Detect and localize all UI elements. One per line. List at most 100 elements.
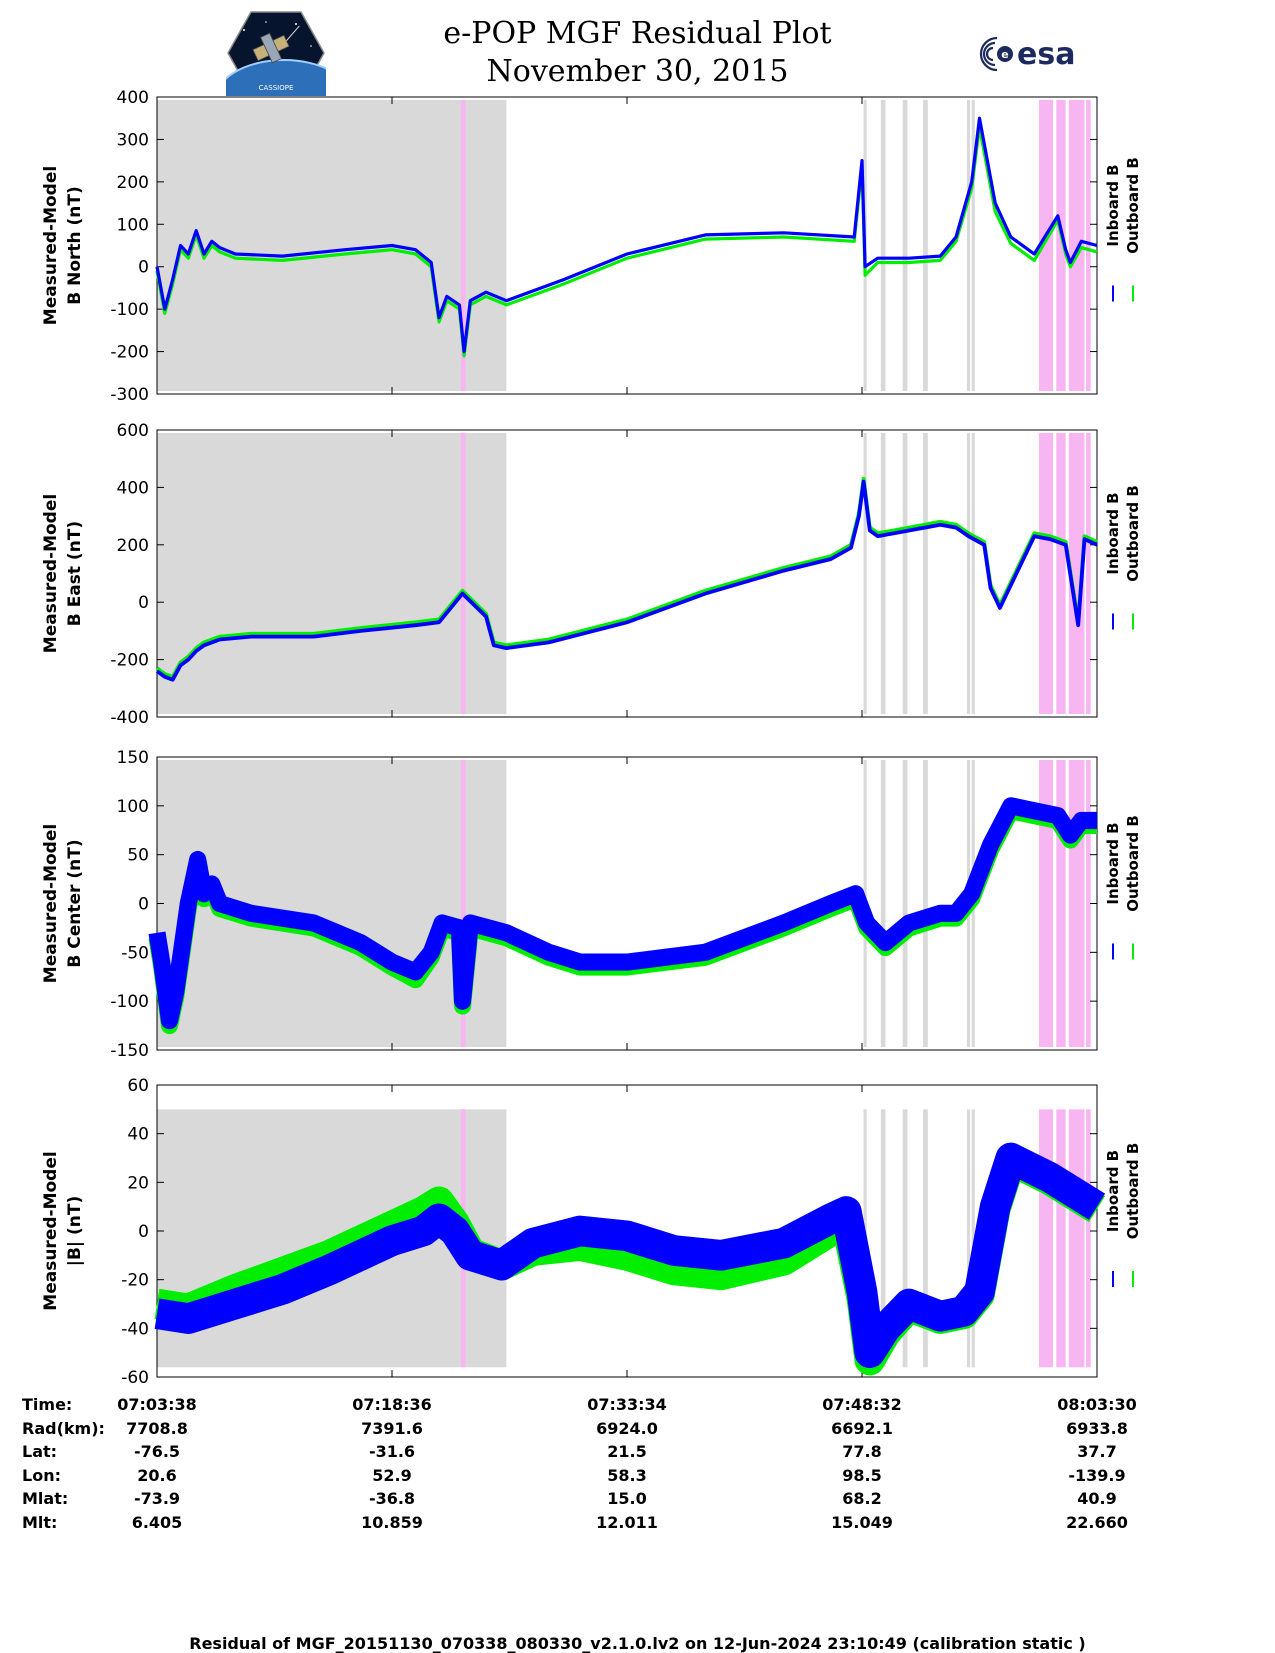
pink-shade-region: [1068, 1109, 1085, 1368]
pink-shade-region: [1086, 1109, 1091, 1368]
pink-shade-region: [1086, 100, 1091, 391]
y-tick-label: 0: [138, 895, 149, 915]
info-cell: -31.6: [369, 1442, 415, 1461]
y-axis-label: Measured-Model: [41, 166, 61, 325]
gray-shade-region: [923, 760, 928, 1047]
gray-shade-region: [902, 1109, 908, 1368]
info-cell: 77.8: [842, 1442, 881, 1461]
inboard-series-line: [148, 797, 1097, 1030]
info-cell: -73.9: [134, 1489, 180, 1508]
y-tick-label: 400: [117, 88, 149, 108]
gray-shade-region: [157, 433, 507, 714]
info-cell: 15.049: [831, 1513, 893, 1532]
y-tick-label: 200: [117, 536, 149, 556]
pink-shade-region: [1056, 100, 1066, 391]
info-cell: 52.9: [372, 1466, 411, 1485]
y-axis-label: B Center (nT): [65, 839, 85, 967]
info-cell: 58.3: [607, 1466, 646, 1485]
pink-shade-region: [460, 433, 466, 714]
y-tick-label: 200: [117, 173, 149, 193]
gray-shade-region: [880, 1109, 886, 1368]
y-tick-label: 40: [127, 1125, 149, 1145]
y-tick-label: -200: [110, 651, 149, 671]
gray-shade-region: [923, 433, 928, 714]
info-cell: 68.2: [842, 1489, 881, 1508]
pink-shade-region: [460, 760, 466, 1047]
gray-shade-region: [971, 100, 975, 391]
info-cell: -36.8: [369, 1489, 415, 1508]
info-cell: -139.9: [1068, 1466, 1125, 1485]
info-row-label: Mlt:: [22, 1513, 57, 1532]
y-tick-label: -50: [121, 943, 149, 963]
info-cell: 22.660: [1066, 1513, 1128, 1532]
pink-shade-region: [1068, 760, 1085, 1047]
legend-inboard-label: Inboard B: [1104, 492, 1122, 574]
y-tick-label: 300: [117, 130, 149, 150]
info-cell: 37.7: [1077, 1442, 1116, 1461]
info-cell: -76.5: [134, 1442, 180, 1461]
y-tick-label: -100: [110, 300, 149, 320]
y-axis-label: Measured-Model: [41, 824, 61, 983]
gray-shade-region: [880, 100, 886, 391]
chart-panel-1: 400 300 200 100 0 -100 -200 -300 Measured-Model B…: [41, 88, 1142, 405]
info-cell: 20.6: [137, 1466, 176, 1485]
info-cell: 6.405: [132, 1513, 183, 1532]
inboard-series-line: [155, 116, 1098, 354]
info-cell: 07:33:34: [587, 1395, 667, 1414]
gray-shade-region: [971, 1109, 975, 1368]
gray-shade-region: [966, 433, 971, 714]
info-row-label: Mlat:: [22, 1489, 68, 1508]
chart-panel-4: 60 40 20 0 -20 -40 -60 Measured-Model |B| (nT) In…: [41, 1076, 1142, 1388]
info-cell: 07:48:32: [822, 1395, 902, 1414]
outboard-series-line: [155, 125, 1098, 358]
footer-caption: Residual of MGF_20151130_070338_080330_v…: [189, 1634, 1086, 1653]
y-tick-label: 0: [138, 593, 149, 613]
pink-shade-region: [1039, 100, 1054, 391]
page-title: e-POP MGF Residual Plot: [443, 16, 832, 51]
y-tick-label: -400: [110, 708, 149, 728]
info-cell: 07:18:36: [352, 1395, 432, 1414]
legend-inboard-label: Inboard B: [1104, 1150, 1122, 1232]
y-tick-label: 0: [138, 1222, 149, 1242]
chart-panel-3: 150 100 50 0 -50 -100 -150 Measured-Model B Cent…: [41, 748, 1142, 1061]
y-tick-label: -100: [110, 992, 149, 1012]
info-cell: 6933.8: [1066, 1419, 1128, 1438]
gray-shade-region: [923, 100, 928, 391]
info-cell: 98.5: [842, 1466, 881, 1485]
legend-outboard-label: Outboard B: [1124, 1143, 1142, 1240]
info-cell: 21.5: [607, 1442, 646, 1461]
gray-shade-region: [902, 760, 908, 1047]
cassiope-logo-text: CASSIOPE: [259, 84, 294, 92]
info-cell: 07:03:38: [117, 1395, 197, 1414]
y-axis-label: B North (nT): [65, 186, 85, 305]
info-cell: 7391.6: [361, 1419, 423, 1438]
pink-shade-region: [1039, 1109, 1054, 1368]
info-cell: 6692.1: [831, 1419, 893, 1438]
pink-shade-region: [1068, 433, 1085, 714]
y-tick-label: -200: [110, 343, 149, 363]
info-cell: 12.011: [596, 1513, 658, 1532]
gray-shade-region: [863, 433, 867, 714]
y-tick-label: 20: [127, 1173, 149, 1193]
info-cell: 7708.8: [126, 1419, 188, 1438]
gray-shade-region: [902, 100, 908, 391]
pink-shade-region: [1056, 433, 1066, 714]
pink-shade-region: [1086, 433, 1091, 714]
legend-inboard-label: Inboard B: [1104, 822, 1122, 904]
info-cell: 08:03:30: [1057, 1395, 1137, 1414]
pink-shade-region: [1068, 100, 1085, 391]
y-tick-label: 60: [127, 1076, 149, 1096]
info-row-label: Time:: [22, 1395, 72, 1414]
pink-shade-region: [460, 100, 466, 391]
gray-shade-region: [966, 100, 971, 391]
gray-shade-region: [902, 433, 908, 714]
svg-text:e: e: [1001, 48, 1008, 61]
gray-shade-region: [923, 1109, 928, 1368]
pink-shade-region: [1039, 433, 1054, 714]
y-tick-label: 50: [127, 846, 149, 866]
info-cell: 40.9: [1077, 1489, 1116, 1508]
y-tick-label: -40: [121, 1319, 149, 1339]
y-tick-label: -20: [121, 1271, 149, 1291]
legend-outboard-label: Outboard B: [1124, 815, 1142, 912]
